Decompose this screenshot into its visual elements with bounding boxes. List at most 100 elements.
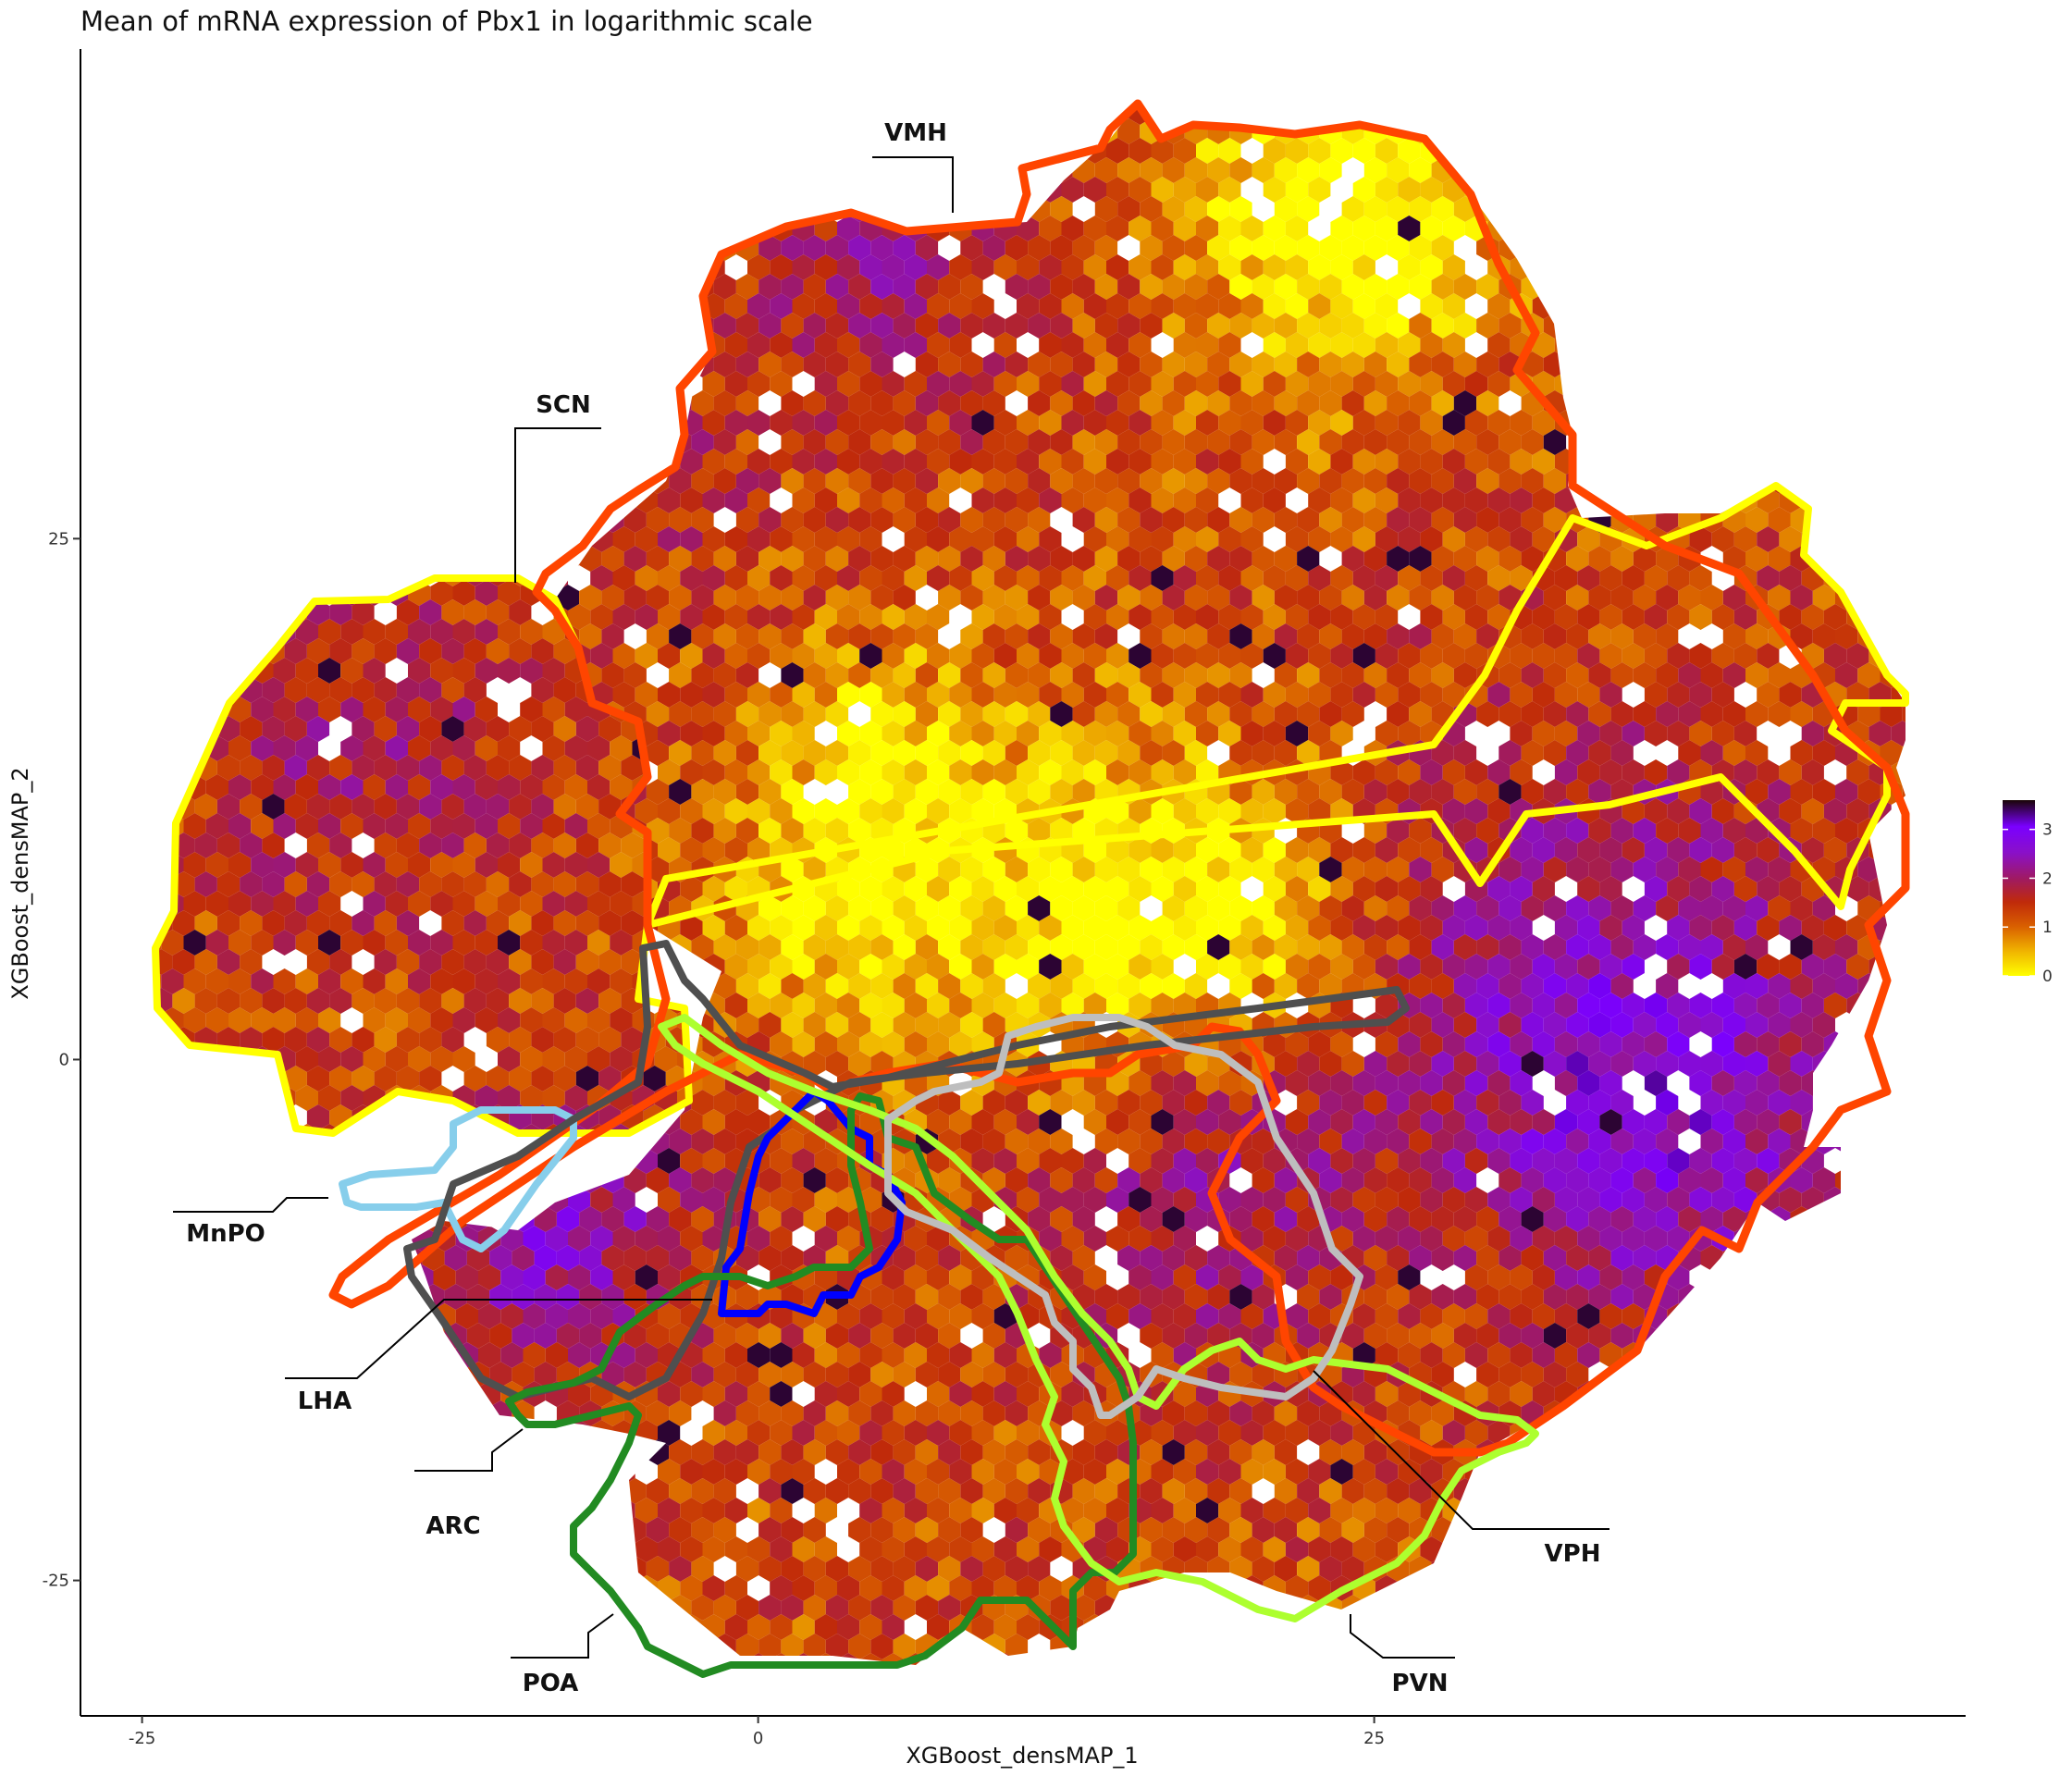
- hex-bin: [1094, 104, 1118, 105]
- hex-bin: [545, 254, 568, 280]
- hex-bin: [1039, 293, 1062, 319]
- hex-bin: [556, 352, 580, 377]
- hex-bin: [1656, 157, 1679, 183]
- hex-bin: [412, 371, 434, 397]
- hex-bin: [893, 390, 916, 416]
- hex-bin: [702, 721, 725, 746]
- hex-bin: [1779, 1498, 1802, 1523]
- hex-bin: [825, 973, 849, 999]
- hex-bin: [1689, 876, 1712, 902]
- hex-bin: [1083, 371, 1106, 397]
- hex-bin: [680, 915, 703, 941]
- hex-bin: [1453, 390, 1477, 416]
- hex-bin: [1745, 313, 1769, 339]
- hex-bin: [1297, 429, 1320, 455]
- hex-bin: [1252, 352, 1275, 377]
- hex-bin: [680, 526, 703, 552]
- hex-bin: [1409, 973, 1432, 999]
- hex-bin: [1387, 895, 1410, 921]
- hex-bin: [792, 104, 815, 125]
- hex-bin: [412, 1362, 423, 1388]
- hex-bin: [893, 740, 916, 766]
- hex-bin: [1722, 390, 1745, 416]
- hex-bin: [1733, 604, 1758, 630]
- hex-bin: [1823, 1342, 1847, 1368]
- hex-bin: [927, 565, 950, 591]
- hex-bin: [927, 449, 950, 475]
- hex-bin: [1868, 1226, 1892, 1252]
- hex-bin: [1868, 487, 1892, 513]
- hex-bin: [1700, 352, 1723, 377]
- hex-bin: [1117, 585, 1141, 610]
- hex-bin: [1868, 1342, 1892, 1368]
- hex-bin: [1566, 118, 1589, 144]
- hex-bin: [556, 507, 580, 533]
- hex-bin: [1061, 371, 1084, 397]
- hex-bin: [1891, 1226, 1906, 1252]
- hex-bin: [1678, 1362, 1701, 1388]
- hex-bin: [1543, 857, 1567, 882]
- hex-bin: [1610, 274, 1634, 300]
- hex-bin: [1240, 293, 1264, 319]
- hex-bin: [1140, 390, 1163, 416]
- hex-bin: [1622, 254, 1645, 280]
- hex-bin: [1285, 837, 1309, 863]
- hex-bin: [422, 104, 445, 105]
- hex-bin: [1039, 604, 1062, 630]
- hex-bin: [1745, 1517, 1769, 1543]
- hex-bin: [825, 740, 849, 766]
- hex-bin: [455, 410, 478, 436]
- hex-bin: [1891, 993, 1906, 1018]
- hex-bin: [1644, 254, 1668, 280]
- hex-bin: [982, 701, 1005, 727]
- hex-bin: [1835, 390, 1858, 416]
- hex-bin: [747, 798, 771, 824]
- hex-bin: [1151, 177, 1174, 203]
- hex-bin: [1891, 526, 1906, 552]
- hex-bin: [724, 487, 747, 513]
- hex-bin: [1409, 623, 1432, 649]
- hex-bin: [982, 468, 1005, 494]
- hex-bin: [1543, 429, 1567, 455]
- hex-bin: [1308, 138, 1331, 164]
- hex-bin: [702, 643, 725, 669]
- hex-bin: [904, 526, 927, 552]
- hex-bin: [1812, 352, 1835, 377]
- hex-bin: [1453, 934, 1477, 960]
- hex-bin: [590, 216, 613, 241]
- hex-bin: [1801, 1459, 1824, 1485]
- hex-bin: [1409, 701, 1432, 727]
- hex-bin: [1184, 662, 1208, 688]
- hex-bin: [870, 274, 894, 300]
- hex-bin: [1656, 390, 1679, 416]
- hex-bin: [612, 216, 635, 241]
- hex-bin: [1633, 662, 1657, 688]
- hex-bin: [556, 1167, 580, 1193]
- hex-bin: [579, 468, 602, 494]
- hex-bin: [1521, 196, 1544, 222]
- hex-bin: [1083, 216, 1106, 241]
- hex-bin: [724, 876, 747, 902]
- hex-bin: [982, 507, 1005, 533]
- hex-bin: [882, 487, 905, 513]
- hex-bin: [1083, 876, 1106, 902]
- hex-bin: [1812, 390, 1835, 416]
- hex-bin: [1398, 254, 1421, 280]
- hex-bin: [1476, 274, 1499, 300]
- hex-bin: [713, 934, 736, 960]
- hex-bin: [770, 643, 793, 669]
- hex-bin: [1464, 798, 1488, 824]
- hex-bin: [1173, 216, 1196, 241]
- hex-bin: [680, 104, 703, 125]
- hex-bin: [1039, 876, 1062, 902]
- hex-bin: [1106, 449, 1129, 475]
- hex-bin: [1577, 721, 1600, 746]
- hex-bin: [770, 371, 793, 397]
- hex-bin: [1745, 1362, 1769, 1388]
- hex-bin: [747, 371, 771, 397]
- hex-bin: [1363, 104, 1388, 105]
- hex-bin: [803, 623, 826, 649]
- hex-bin: [422, 1556, 445, 1582]
- hex-bin: [1050, 934, 1073, 960]
- hex-bin: [1061, 332, 1084, 358]
